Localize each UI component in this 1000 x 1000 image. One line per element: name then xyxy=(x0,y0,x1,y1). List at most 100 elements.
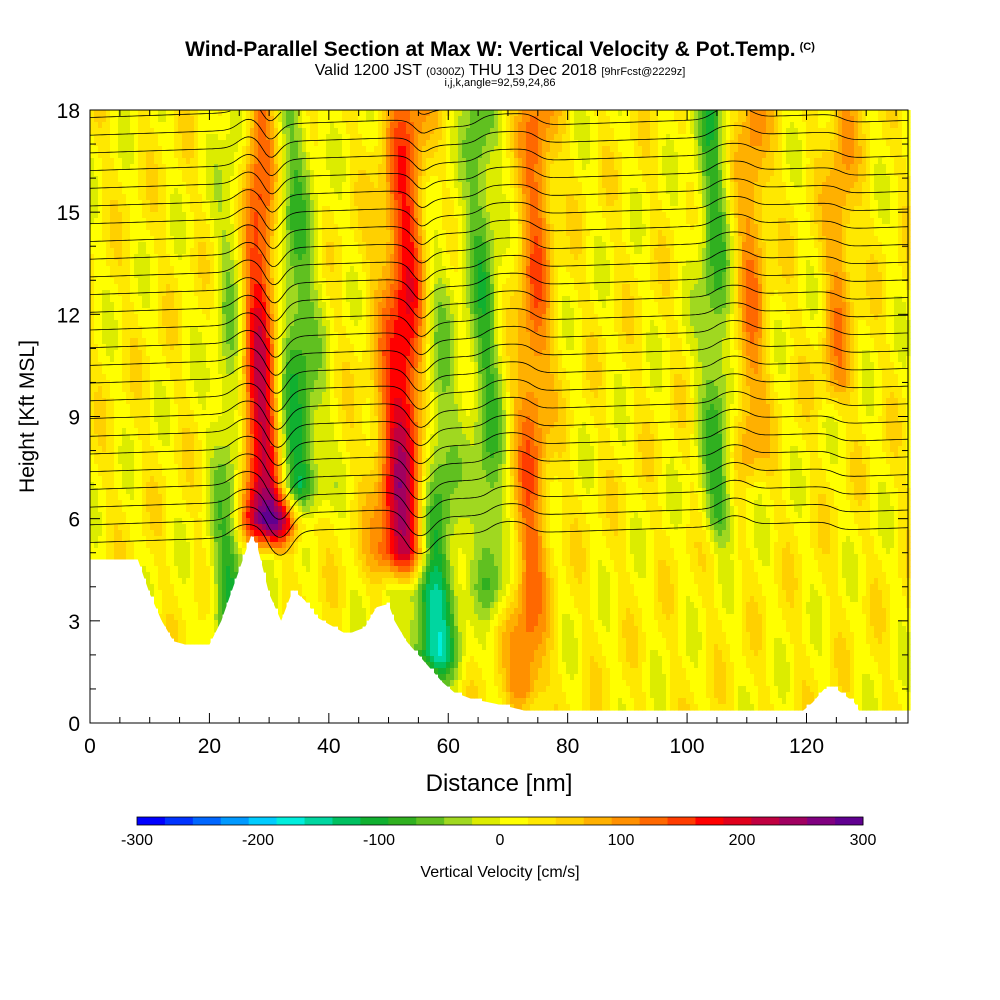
velocity-cell xyxy=(274,362,279,369)
velocity-cell xyxy=(174,398,179,405)
velocity-cell xyxy=(206,368,211,375)
velocity-cell xyxy=(106,194,111,201)
velocity-cell xyxy=(218,224,223,231)
velocity-cell xyxy=(166,620,171,627)
velocity-cell xyxy=(210,614,215,621)
velocity-cell xyxy=(162,308,167,315)
velocity-cell xyxy=(222,212,227,219)
velocity-cell xyxy=(142,128,147,135)
velocity-cell xyxy=(182,524,187,531)
velocity-cell xyxy=(242,266,247,273)
velocity-cell xyxy=(142,404,147,411)
velocity-cell xyxy=(226,398,231,405)
velocity-cell xyxy=(162,422,167,429)
velocity-cell xyxy=(178,116,183,123)
velocity-cell xyxy=(326,440,331,447)
velocity-cell xyxy=(186,188,191,195)
velocity-cell xyxy=(90,398,95,405)
velocity-cell xyxy=(138,302,143,309)
velocity-cell xyxy=(142,206,147,213)
velocity-cell xyxy=(266,296,271,303)
velocity-cell xyxy=(126,110,131,117)
velocity-cell xyxy=(166,584,171,591)
velocity-cell xyxy=(102,236,107,243)
velocity-cell xyxy=(126,224,131,231)
velocity-cell xyxy=(206,284,211,291)
velocity-cell xyxy=(154,338,159,345)
velocity-cell xyxy=(174,350,179,357)
velocity-cell xyxy=(94,536,99,543)
velocity-cell xyxy=(302,398,307,405)
velocity-cell xyxy=(330,470,335,477)
velocity-cell xyxy=(270,320,275,327)
velocity-cell xyxy=(166,266,171,273)
velocity-cell xyxy=(262,536,267,543)
velocity-cell xyxy=(266,536,271,543)
velocity-cell xyxy=(170,284,175,291)
velocity-cell xyxy=(234,182,239,189)
velocity-cell xyxy=(238,116,243,123)
velocity-cell xyxy=(174,188,179,195)
velocity-cell xyxy=(162,242,167,249)
velocity-cell xyxy=(270,398,275,405)
velocity-cell xyxy=(230,488,235,495)
velocity-cell xyxy=(314,338,319,345)
velocity-cell xyxy=(218,470,223,477)
velocity-cell xyxy=(146,374,151,381)
velocity-cell xyxy=(226,536,231,543)
velocity-cell xyxy=(114,158,119,165)
velocity-cell xyxy=(330,566,335,573)
velocity-cell xyxy=(250,314,255,321)
velocity-cell xyxy=(162,248,167,255)
velocity-cell xyxy=(210,530,215,537)
velocity-cell xyxy=(258,368,263,375)
velocity-cell xyxy=(294,344,299,351)
velocity-cell xyxy=(190,332,195,339)
velocity-cell xyxy=(306,464,311,471)
velocity-cell xyxy=(266,398,271,405)
velocity-cell xyxy=(258,308,263,315)
velocity-cell xyxy=(190,248,195,255)
velocity-cell xyxy=(266,176,271,183)
velocity-cell xyxy=(158,482,163,489)
velocity-cell xyxy=(278,164,283,171)
velocity-cell xyxy=(318,182,323,189)
velocity-cell xyxy=(106,512,111,519)
velocity-cell xyxy=(106,380,111,387)
velocity-cell xyxy=(110,278,115,285)
velocity-cell xyxy=(250,512,255,519)
velocity-cell xyxy=(294,188,299,195)
velocity-cell xyxy=(134,554,139,561)
velocity-cell xyxy=(138,308,143,315)
velocity-cell xyxy=(210,434,215,441)
velocity-cell xyxy=(258,110,263,117)
velocity-cell xyxy=(154,146,159,153)
velocity-cell xyxy=(130,404,135,411)
velocity-cell xyxy=(314,266,319,273)
velocity-cell xyxy=(282,404,287,411)
velocity-cell xyxy=(90,188,95,195)
velocity-cell xyxy=(222,554,227,561)
velocity-cell xyxy=(226,140,231,147)
velocity-cell xyxy=(142,116,147,123)
velocity-cell xyxy=(242,254,247,261)
velocity-cell xyxy=(274,194,279,201)
velocity-cell xyxy=(114,356,119,363)
velocity-cell xyxy=(198,266,203,273)
velocity-cell xyxy=(114,224,119,231)
velocity-cell xyxy=(134,284,139,291)
velocity-cell xyxy=(130,470,135,477)
velocity-cell xyxy=(246,476,251,483)
velocity-cell xyxy=(166,566,171,573)
velocity-cell xyxy=(122,500,127,507)
velocity-cell xyxy=(222,266,227,273)
velocity-cell xyxy=(142,320,147,327)
velocity-cell xyxy=(118,542,123,549)
velocity-cell xyxy=(214,206,219,213)
velocity-cell xyxy=(294,302,299,309)
velocity-cell xyxy=(126,434,131,441)
velocity-cell xyxy=(286,422,291,429)
velocity-cell xyxy=(274,332,279,339)
velocity-cell xyxy=(126,182,131,189)
velocity-cell xyxy=(306,440,311,447)
